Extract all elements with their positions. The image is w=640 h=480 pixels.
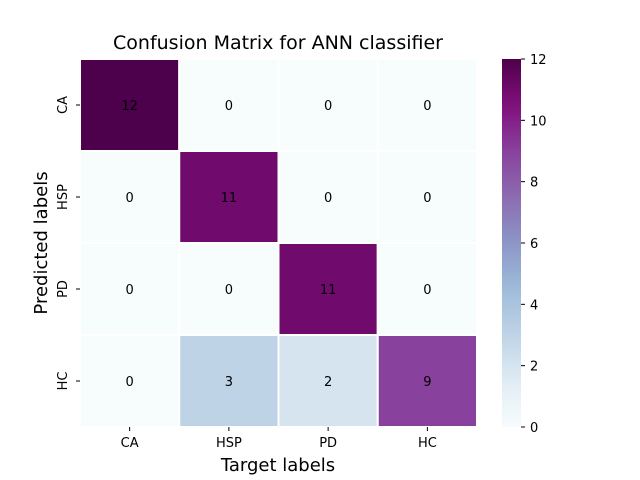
y-tick-label: HC bbox=[56, 372, 71, 391]
x-axis-label: Target labels bbox=[220, 455, 335, 476]
cell-value-label: 0 bbox=[423, 99, 431, 114]
cell-value-label: 0 bbox=[225, 283, 233, 298]
colorbar-tick-label: 10 bbox=[530, 114, 547, 129]
y-axis-label: Predicted labels bbox=[31, 171, 52, 314]
heatmap-cell bbox=[178, 150, 280, 244]
colorbar-tick-label: 4 bbox=[530, 298, 538, 313]
heatmap-cell bbox=[376, 242, 478, 336]
y-tick-label: HSP bbox=[56, 184, 71, 210]
heatmap-cell bbox=[178, 58, 280, 152]
heatmap-cell bbox=[178, 334, 280, 428]
x-tick-label: HSP bbox=[216, 436, 242, 451]
y-tick-label: PD bbox=[56, 280, 71, 298]
cell-value-label: 0 bbox=[324, 191, 332, 206]
colorbar-tick-label: 6 bbox=[530, 237, 538, 252]
cell-value-label: 0 bbox=[125, 375, 133, 390]
heatmap-cell bbox=[277, 58, 379, 152]
colorbar-ticks: 0 2 4 6 8 10 12 bbox=[521, 53, 547, 436]
cell-value-label: 9 bbox=[423, 375, 431, 390]
colorbar-tick-label: 12 bbox=[530, 53, 547, 68]
heatmap-cells: 12 0 0 0 0 11 0 0 0 0 11 0 0 3 2 9 bbox=[79, 58, 478, 428]
x-tick-label: CA bbox=[121, 436, 139, 451]
x-tick-labels: CA HSP PD HC bbox=[121, 427, 437, 451]
colorbar-tick-label: 2 bbox=[530, 360, 538, 375]
y-tick-label: CA bbox=[56, 96, 71, 114]
colorbar-tick-label: 0 bbox=[530, 421, 538, 436]
cell-value-label: 3 bbox=[225, 375, 233, 390]
cell-value-label: 0 bbox=[423, 283, 431, 298]
cell-value-label: 0 bbox=[125, 283, 133, 298]
heatmap-cell bbox=[376, 58, 478, 152]
cell-value-label: 12 bbox=[121, 99, 138, 114]
cell-value-label: 0 bbox=[324, 99, 332, 114]
colorbar-tick-label: 8 bbox=[530, 176, 538, 191]
heatmap-cell bbox=[178, 242, 280, 336]
colorbar-gradient bbox=[502, 59, 521, 427]
cell-value-label: 2 bbox=[324, 375, 332, 390]
cell-value-label: 11 bbox=[320, 283, 337, 298]
chart-title: Confusion Matrix for ANN classifier bbox=[113, 32, 443, 54]
x-tick-label: PD bbox=[319, 436, 337, 451]
cell-value-label: 11 bbox=[221, 191, 238, 206]
cell-value-label: 0 bbox=[125, 191, 133, 206]
heatmap-cell bbox=[376, 150, 478, 244]
heatmap-cell bbox=[79, 58, 181, 152]
y-tick-labels: CA HSP PD HC bbox=[56, 96, 80, 391]
cell-value-label: 0 bbox=[225, 99, 233, 114]
colorbar: 0 2 4 6 8 10 12 bbox=[502, 53, 547, 436]
heatmap-cell bbox=[376, 334, 478, 428]
x-tick-label: HC bbox=[418, 436, 437, 451]
cell-value-label: 0 bbox=[423, 191, 431, 206]
